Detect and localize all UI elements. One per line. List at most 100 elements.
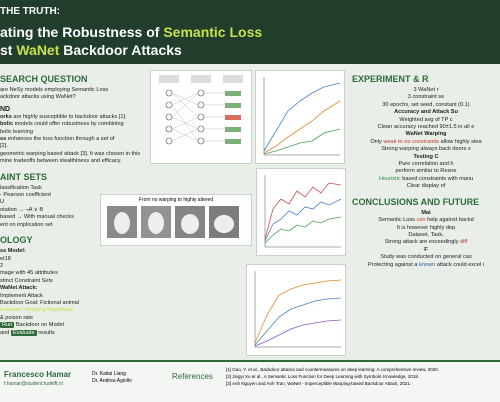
figure-caption: From no warping to highly altered [138,197,214,203]
section-heading: OLOGY [0,235,33,246]
text-segment: based → With manual checks [0,214,74,221]
text-line: Study was conducted on general cas [352,254,500,261]
text-line: Implement Attack [0,293,142,300]
text-line: stinct Constraint Sets [0,278,142,285]
title-line: ating the Robustness of Semantic Loss [0,24,262,40]
text-line: 2 [0,263,142,270]
section-heading: SEARCH QUESTION [0,74,88,84]
text-segment: and [0,329,11,336]
text-line: Testing C [352,154,500,161]
text-segment: 2 [0,262,4,269]
image-strip: From no warping to highly altered [100,194,252,246]
text-line: F [352,247,500,254]
text-segment: st [0,42,17,58]
text-segment: 30 epochs, set seed, constant (0.1) [382,101,470,108]
text-segment: [2]. [0,143,8,150]
text-line: orks are highly susceptible to backdoor … [0,114,142,121]
text-segment: Run [0,322,15,329]
text-segment: ss [0,136,7,143]
text-line: Accuracy and Attack Su [352,109,500,116]
text-line: Protecting against a known attack could … [352,262,500,269]
text-line: ss enhances the loss function through a … [0,136,142,143]
text-segment: It is however highly dep [396,224,456,231]
title-line: THE TRUTH: [0,6,60,17]
reference: [3] Anh Nguyen and Anh Tran, WaNet - Imp… [226,381,412,386]
text-line: ss Model: [0,248,142,255]
text-segment: Dataset, Task, [408,231,444,238]
text-segment: allow highly stea [439,138,482,145]
text-line: - Pearson coefficient [0,192,142,199]
text-line: mine tradeoffs between stealthiness and … [0,158,142,165]
text-segment: Study was conducted on general cas [380,254,472,261]
text-line: & poison rate [0,315,142,322]
text-segment: lassification Task [0,184,42,191]
text-line: U [0,199,142,206]
text-segment: et18 [0,255,11,262]
text-segment: & poison rate [0,314,33,321]
text-line: ent on implication set [0,222,142,229]
text-segment: results [36,329,55,336]
footer: Francesco Hamar f.hamar@student.tudelft.… [0,360,500,402]
text-line: otation → ¬A ∨ B [0,207,142,214]
chart-figure [246,264,346,356]
text-line: Evaluate: Warping Magnitude [0,307,142,314]
text-segment: Strong warping always back doors s [381,146,471,153]
text-line: Only weak to no constraints allow highly… [352,139,500,146]
header: THE TRUTH: ating the Robustness of Semant… [0,0,500,64]
text-segment: Clear display of [406,183,446,190]
text-segment: Backdoor on Model [14,322,65,329]
text-segment: bolic learning [0,128,33,135]
text-segment: mine tradeoffs between stealthiness and … [0,158,122,165]
text-segment: Heuristic [378,175,401,182]
supervisors: Dr. Kaitai Liang Dr. Andrea Agiollo [92,371,132,385]
text-line: and Evaluate results [0,329,142,337]
text-segment: Implement Attack [0,292,43,299]
text-segment: ss Model: [0,248,26,255]
text-line: lassification Task [0,185,142,192]
text-segment: U [0,199,5,206]
warp-images [107,206,239,238]
text-segment: Only [370,138,384,145]
text-line: geometric warping based attack [3]. It w… [0,151,142,158]
text-segment: Testing C [413,153,439,160]
section-heading: EXPERIMENT & R [352,74,429,84]
text-segment: ackdoor attacks using WaNet? [0,94,76,101]
text-segment: WaNet Warping [405,131,447,138]
text-line: WaNet Warping [352,131,500,138]
text-line: Heuristic based constraints with manu [352,176,500,183]
text-segment: Semantic Loss [163,24,263,40]
text-segment: Strong attack are exceedingly [384,239,460,246]
network-diagram [159,75,243,145]
references: [1] Gao, Y. et al., Backdoor attacks and… [226,366,498,387]
line-figure [263,77,341,156]
section-heading: AINT SETS [0,171,48,182]
text-line: bolic models could offer robustness by c… [0,121,142,128]
text-segment: Evaluate [10,329,37,336]
text-line: Weighted avg of TP c [352,117,500,124]
references-title: References [172,372,213,381]
text-line: Backdoor Goal: Fictional animal [0,300,142,307]
diagram [150,70,252,164]
subheading: ND [0,105,11,113]
text-segment: are highly susceptible to backdoor attac… [11,113,127,120]
text-segment: 3 WaNet r [413,87,439,93]
text-line: Clear display of [352,183,500,190]
text-segment: F [424,246,428,253]
text-segment: mage with 45 attributes [0,270,58,277]
title-line: st WaNet Backdoor Attacks [0,42,182,58]
text-line: are NeSy models employing Semantic Loss [0,87,142,94]
section-heading: CONCLUSIONS AND FUTURE [352,196,480,207]
author: Francesco Hamar [4,370,72,379]
text-line: Strong attack are exceedingly diff [352,239,500,246]
text-segment: Weighted avg of TP c [399,116,453,123]
text-segment: - Pearson coefficient [0,192,51,199]
text-segment: geometric warping based attack [3]. It w… [0,150,141,157]
text-line: 30 epochs, set seed, constant (0.1) [352,102,500,109]
text-segment: diff [459,239,468,246]
text-line: Dataset, Task, [352,232,500,239]
text-segment: Evaluate: [0,307,25,314]
text-line: perform similar to Resne [352,168,500,175]
text-segment: perform similar to Resne [395,168,457,175]
reference: [1] Gao, Y. et al., Backdoor attacks and… [226,367,439,372]
